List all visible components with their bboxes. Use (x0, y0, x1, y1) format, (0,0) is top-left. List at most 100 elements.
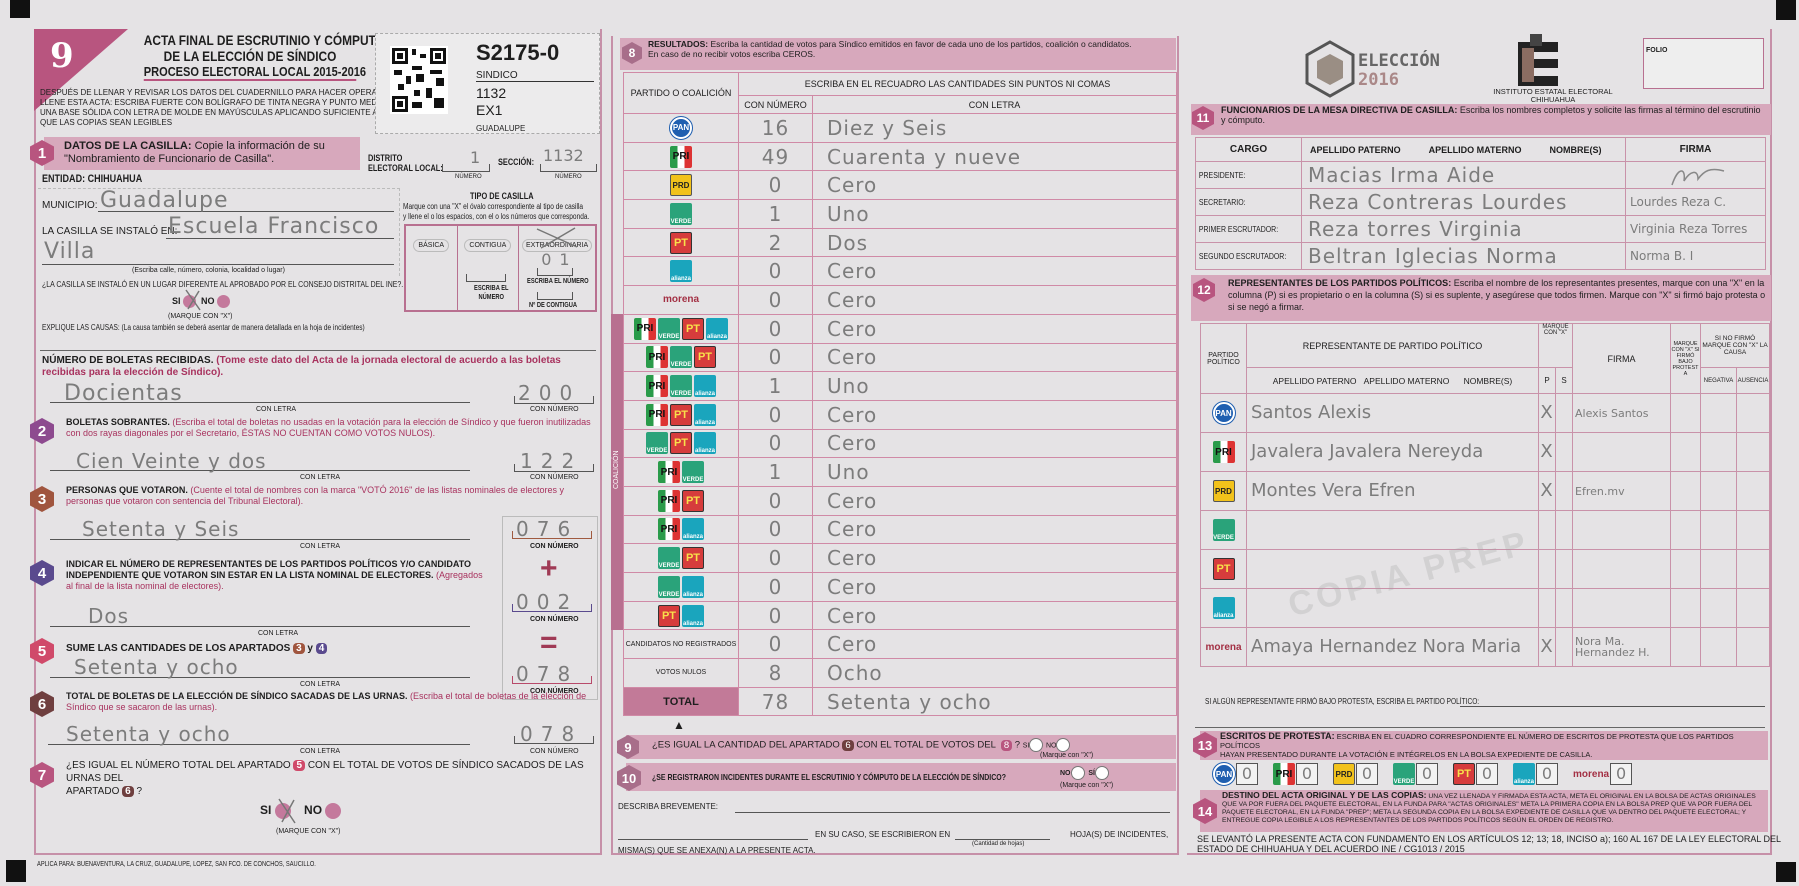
representative-name[interactable] (1246, 549, 1539, 589)
votes-number[interactable]: 8 (738, 658, 813, 688)
votes-number[interactable]: 0 (738, 313, 813, 344)
votes-number[interactable]: 16 (738, 113, 813, 143)
funcionario-name[interactable]: Reza torres Virginia (1301, 215, 1626, 243)
ausencia-mark[interactable] (1736, 549, 1771, 589)
votes-number[interactable]: 0 (738, 485, 813, 516)
seccion-field[interactable] (540, 164, 597, 172)
protesta-mark[interactable] (1670, 471, 1702, 511)
propietario-mark[interactable] (1538, 549, 1556, 589)
suplente-mark[interactable] (1554, 588, 1574, 628)
negativa-mark[interactable] (1700, 393, 1738, 433)
votes-letter[interactable]: Cero (812, 629, 1177, 660)
ausencia-mark[interactable] (1736, 393, 1771, 433)
votes-number[interactable]: 0 (738, 629, 813, 660)
suplente-mark[interactable] (1554, 627, 1574, 667)
representative-signature[interactable] (1572, 432, 1672, 472)
no-radio[interactable] (1070, 766, 1085, 780)
hojas-field[interactable] (955, 839, 1050, 840)
representative-signature[interactable]: Nora Ma. Hernandez H. (1572, 627, 1672, 667)
votes-number[interactable]: 0 (738, 285, 813, 315)
votes-number[interactable]: 0 (738, 342, 813, 373)
representantes-letra-field[interactable] (50, 626, 470, 627)
suplente-mark[interactable] (1554, 510, 1574, 550)
votes-letter[interactable]: Cero (812, 313, 1177, 344)
propietario-mark[interactable]: X (1538, 627, 1556, 667)
instalo-field[interactable] (166, 238, 394, 239)
protest-count-field[interactable]: 0 (1356, 763, 1378, 785)
sobrantes-letra-field[interactable] (50, 470, 470, 471)
propietario-mark[interactable]: X (1538, 471, 1556, 511)
si-radio[interactable] (1029, 738, 1044, 752)
sobrantes-numero-field[interactable] (514, 464, 594, 472)
votes-letter[interactable]: Ocho (812, 658, 1177, 688)
urnas-letra-field[interactable] (48, 744, 470, 745)
protest-count-field[interactable]: 0 (1536, 763, 1558, 785)
representantes-numero-field[interactable] (512, 604, 592, 612)
no-radio[interactable] (217, 295, 231, 308)
votes-letter[interactable]: Cuarenta y nueve (812, 141, 1177, 172)
funcionario-signature[interactable]: Lourdes Reza C. (1625, 188, 1766, 216)
municipio-field[interactable] (98, 211, 394, 212)
votes-letter[interactable]: Cero (812, 428, 1177, 459)
si-radio[interactable] (1095, 766, 1110, 780)
protest-count-field[interactable]: 0 (1610, 763, 1633, 785)
votes-letter[interactable]: Cero (812, 285, 1177, 315)
votes-number[interactable]: 78 (738, 686, 813, 717)
votes-letter[interactable]: Cero (812, 256, 1177, 287)
protesta-mark[interactable] (1670, 627, 1702, 667)
protesta-mark[interactable] (1670, 432, 1702, 472)
votes-letter[interactable]: Cero (812, 543, 1177, 573)
votes-letter[interactable]: Cero (812, 485, 1177, 516)
ausencia-mark[interactable] (1736, 432, 1771, 472)
extraordinaria-field[interactable] (537, 268, 574, 276)
funcionario-signature[interactable]: Virginia Reza Torres (1625, 215, 1766, 243)
votes-letter[interactable]: Cero (812, 399, 1177, 430)
negativa-mark[interactable] (1700, 627, 1738, 667)
representative-signature[interactable]: Efren.mv (1572, 471, 1672, 511)
protesta-mark[interactable] (1670, 549, 1702, 589)
votes-letter[interactable]: Cero (812, 600, 1177, 631)
urnas-numero-field[interactable] (514, 736, 594, 744)
si-radio[interactable] (274, 803, 291, 819)
propietario-mark[interactable] (1538, 588, 1556, 628)
funcionario-name[interactable]: Macias Irma Aide (1301, 161, 1626, 189)
protesta-mark[interactable] (1670, 510, 1702, 550)
votaron-letra-field[interactable] (50, 539, 470, 540)
votes-letter[interactable]: Diez y Seis (812, 113, 1177, 143)
votes-number[interactable]: 0 (738, 543, 813, 573)
votes-letter[interactable]: Cero (812, 170, 1177, 201)
tipo-extraordinaria[interactable]: EXTRAORDINARIA 01 ESCRIBA EL NÚMERO Nº D… (519, 226, 595, 310)
representative-name[interactable]: Santos Alexis (1246, 393, 1539, 433)
boletas-numero-field[interactable] (514, 396, 594, 404)
si-radio[interactable] (183, 295, 197, 308)
votes-number[interactable]: 49 (738, 141, 813, 172)
no-radio[interactable] (1056, 738, 1071, 752)
votes-number[interactable]: 1 (738, 371, 813, 401)
votes-letter[interactable]: Setenta y ocho (812, 686, 1177, 717)
ausencia-mark[interactable] (1736, 627, 1771, 667)
votes-letter[interactable]: Cero (812, 342, 1177, 373)
propietario-mark[interactable]: X (1538, 432, 1556, 472)
protest-count-field[interactable]: 0 (1296, 763, 1318, 785)
instalo-field-2[interactable] (42, 264, 394, 265)
boletas-letra-field[interactable] (50, 402, 470, 403)
protesta-field[interactable] (1460, 706, 1765, 707)
propietario-mark[interactable] (1538, 510, 1556, 550)
protesta-mark[interactable] (1670, 393, 1702, 433)
suplente-mark[interactable] (1554, 549, 1574, 589)
protest-count-field[interactable]: 0 (1236, 763, 1258, 785)
votes-letter[interactable]: Uno (812, 371, 1177, 401)
representative-signature[interactable]: Alexis Santos (1572, 393, 1672, 433)
votes-number[interactable]: 2 (738, 227, 813, 258)
representative-signature[interactable] (1572, 588, 1672, 628)
funcionario-name[interactable]: Reza Contreras Lourdes (1301, 188, 1626, 216)
funcionario-signature[interactable]: Norma B. I (1625, 242, 1766, 270)
votes-number[interactable]: 0 (738, 600, 813, 631)
negativa-mark[interactable] (1700, 549, 1738, 589)
funcionario-name[interactable]: Beltran Iglecias Norma (1301, 242, 1626, 270)
negativa-mark[interactable] (1700, 471, 1738, 511)
votes-letter[interactable]: Dos (812, 227, 1177, 258)
representative-name[interactable]: Javalera Javalera Nereyda (1246, 432, 1539, 472)
votes-number[interactable]: 1 (738, 199, 813, 229)
votes-number[interactable]: 0 (738, 514, 813, 545)
